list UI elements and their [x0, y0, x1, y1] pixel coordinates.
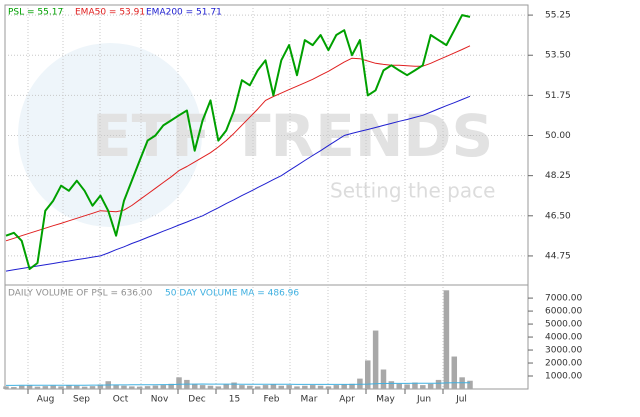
- volume-bar: [18, 385, 25, 389]
- legend-entry: DAILY VOLUME OF PSL = 636.00: [8, 289, 153, 299]
- x-tick-label: May: [376, 395, 395, 405]
- volume-bar: [42, 386, 49, 389]
- x-tick-label: Jun: [416, 395, 431, 405]
- volume-bar: [286, 385, 292, 389]
- volume-bar: [270, 384, 277, 389]
- legend-entry: EMA200 = 51.71: [146, 8, 222, 18]
- volume-bar: [420, 385, 426, 389]
- volume-bar: [365, 360, 371, 389]
- volume-ma-line: [6, 382, 470, 386]
- volume-bar: [152, 385, 159, 389]
- x-tick-label: Sep: [73, 395, 90, 405]
- volume-bar: [129, 386, 135, 389]
- volume-bar: [168, 383, 174, 389]
- volume-bar: [380, 369, 387, 389]
- volume-bar: [34, 386, 41, 389]
- volume-bar: [262, 385, 269, 389]
- x-tick-label: Oct: [113, 395, 129, 405]
- y-tick-label: 1000.00: [545, 372, 582, 382]
- volume-bar: [247, 385, 253, 389]
- volume-bar: [231, 382, 237, 389]
- volume-bar: [388, 381, 395, 389]
- volume-bar: [317, 385, 324, 389]
- volume-bar: [412, 382, 418, 389]
- y-tick-label: 51.75: [545, 91, 571, 101]
- volume-bar: [404, 384, 410, 389]
- y-tick-label: 53.50: [545, 51, 571, 61]
- x-tick-label: Jul: [455, 395, 467, 405]
- y-tick-label: 7000.00: [545, 294, 582, 304]
- volume-bar: [215, 386, 222, 389]
- volume-bar: [223, 384, 229, 389]
- x-tick-label: Mar: [301, 395, 318, 405]
- volume-bar: [26, 385, 33, 389]
- volume-bar: [207, 385, 214, 389]
- watermark-circle: [18, 43, 202, 227]
- volume-bar: [443, 290, 450, 389]
- volume-bar: [144, 386, 151, 389]
- y-tick-label: 2000.00: [545, 359, 582, 369]
- x-tick-label: Dec: [188, 395, 205, 405]
- y-tick-label: 55.25: [545, 11, 571, 21]
- volume-bar: [333, 385, 340, 389]
- y-tick-label: 4000.00: [545, 333, 582, 343]
- x-tick-label: Aug: [37, 395, 55, 405]
- volume-bar: [66, 385, 72, 389]
- price-line: [5, 14, 471, 270]
- volume-bar: [58, 386, 64, 389]
- legend-entry: PSL = 55.17: [8, 8, 63, 18]
- x-tick-label: 15: [229, 395, 240, 405]
- y-tick-label: 5000.00: [545, 320, 582, 330]
- x-tick-label: Feb: [264, 395, 280, 405]
- y-tick-label: 3000.00: [545, 346, 582, 356]
- volume-bar: [254, 386, 261, 389]
- volume-bar: [121, 385, 127, 389]
- volume-bar: [278, 385, 285, 389]
- volume-bar: [3, 386, 9, 389]
- volume-bar: [396, 383, 402, 389]
- y-tick-label: 50.00: [545, 131, 571, 141]
- volume-bar: [372, 330, 379, 389]
- volume-bar: [302, 385, 308, 389]
- y-tick-label: 46.50: [545, 211, 571, 221]
- volume-bar: [176, 377, 182, 389]
- volume-bar: [50, 385, 56, 389]
- legend-entry: 50 DAY VOLUME MA = 486.96: [165, 289, 299, 299]
- volume-bar: [160, 385, 167, 389]
- volume-bar: [467, 380, 473, 389]
- volume-bar: [199, 385, 206, 389]
- volume-bar: [451, 356, 458, 389]
- volume-bar: [191, 383, 198, 389]
- volume-bar: [341, 384, 347, 389]
- x-tick-label: Nov: [151, 395, 169, 405]
- volume-bar: [97, 384, 104, 389]
- volume-bar: [349, 383, 355, 389]
- volume-bar: [427, 383, 434, 389]
- volume-bar: [325, 386, 332, 389]
- watermark-brand: ETF TRENDS: [92, 102, 493, 170]
- y-tick-label: 44.75: [545, 251, 571, 261]
- volume-bar: [74, 385, 80, 389]
- price-line: [5, 95, 471, 272]
- volume-bar: [11, 387, 17, 389]
- volume-bar: [239, 385, 245, 389]
- volume-bar: [81, 386, 88, 389]
- volume-bar: [309, 385, 316, 389]
- watermark-tagline: Setting the pace: [330, 179, 495, 203]
- y-tick-label: 48.25: [545, 171, 571, 181]
- volume-bar: [435, 379, 442, 389]
- volume-bar: [136, 386, 143, 389]
- y-tick-label: 6000.00: [545, 307, 582, 317]
- volume-bar: [294, 386, 300, 389]
- volume-bar: [89, 386, 96, 389]
- volume-bar: [113, 385, 119, 389]
- x-tick-label: Apr: [339, 395, 355, 405]
- legend-entry: EMA50 = 53.91: [75, 8, 145, 18]
